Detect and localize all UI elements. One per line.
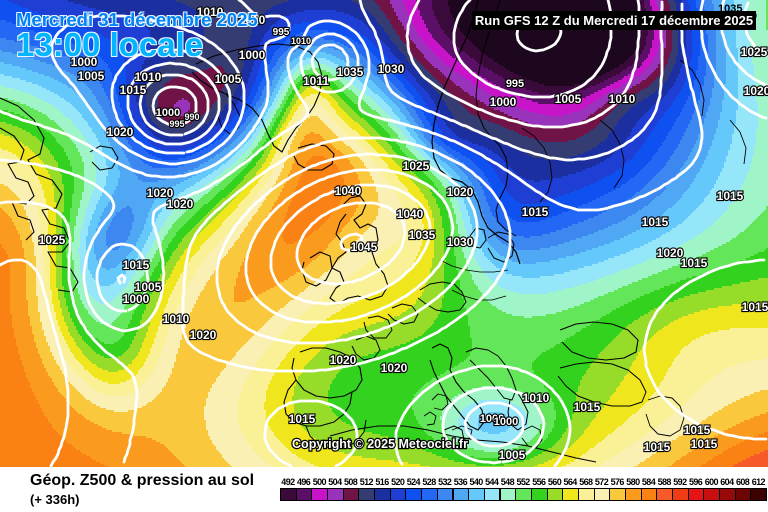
svg-text:1000: 1000 [123, 292, 150, 306]
svg-text:1010: 1010 [239, 13, 266, 27]
svg-text:1020: 1020 [447, 185, 474, 199]
svg-text:1030: 1030 [447, 235, 474, 249]
svg-text:995: 995 [169, 119, 184, 129]
svg-text:1010: 1010 [197, 5, 224, 19]
svg-text:1020: 1020 [147, 186, 174, 200]
svg-text:1015: 1015 [642, 215, 669, 229]
svg-text:1035: 1035 [337, 65, 364, 79]
svg-text:1015: 1015 [691, 437, 718, 451]
svg-text:995: 995 [273, 27, 290, 38]
svg-text:1015: 1015 [574, 400, 601, 414]
svg-text:990: 990 [184, 112, 199, 122]
svg-text:1020: 1020 [744, 84, 768, 98]
svg-text:1005: 1005 [555, 92, 582, 106]
svg-text:1020: 1020 [107, 125, 134, 139]
svg-text:1040: 1040 [397, 207, 424, 221]
svg-text:1005: 1005 [215, 72, 242, 86]
svg-text:1025: 1025 [741, 45, 768, 59]
svg-text:1000: 1000 [156, 107, 180, 119]
svg-text:1015: 1015 [123, 258, 150, 272]
svg-text:995: 995 [506, 78, 524, 90]
svg-text:1005: 1005 [135, 280, 162, 294]
svg-text:1035: 1035 [409, 228, 436, 242]
svg-text:1015: 1015 [717, 189, 744, 203]
svg-text:1015: 1015 [742, 300, 768, 314]
svg-text:1015: 1015 [120, 83, 147, 97]
svg-text:1025: 1025 [403, 159, 430, 173]
svg-text:1011: 1011 [303, 74, 329, 88]
svg-text:1030: 1030 [378, 62, 405, 76]
svg-text:1020: 1020 [167, 197, 194, 211]
svg-text:1020: 1020 [330, 353, 357, 367]
svg-text:1005: 1005 [499, 448, 526, 462]
svg-text:1000: 1000 [490, 95, 517, 109]
svg-text:1010: 1010 [523, 391, 550, 405]
svg-text:1015: 1015 [681, 256, 708, 270]
svg-text:1010: 1010 [609, 92, 636, 106]
svg-text:1005: 1005 [78, 69, 105, 83]
svg-text:1015: 1015 [522, 205, 549, 219]
svg-text:1020: 1020 [657, 246, 684, 260]
svg-text:1010: 1010 [291, 36, 311, 46]
svg-text:1010: 1010 [135, 70, 162, 84]
svg-text:Copyright © 2025 Meteociel.fr: Copyright © 2025 Meteociel.fr [292, 437, 468, 451]
svg-text:1040: 1040 [335, 184, 362, 198]
svg-text:1015: 1015 [644, 440, 671, 454]
svg-text:1010: 1010 [163, 312, 190, 326]
svg-text:1015: 1015 [684, 423, 711, 437]
svg-text:1025: 1025 [39, 233, 66, 247]
svg-text:1020: 1020 [381, 361, 408, 375]
svg-text:1000: 1000 [494, 416, 518, 428]
svg-text:1000: 1000 [71, 55, 98, 69]
svg-text:1000: 1000 [480, 413, 504, 425]
svg-text:1015: 1015 [289, 412, 316, 426]
svg-text:1020: 1020 [190, 328, 217, 342]
svg-text:1045: 1045 [351, 240, 378, 254]
svg-text:1000: 1000 [239, 48, 266, 62]
